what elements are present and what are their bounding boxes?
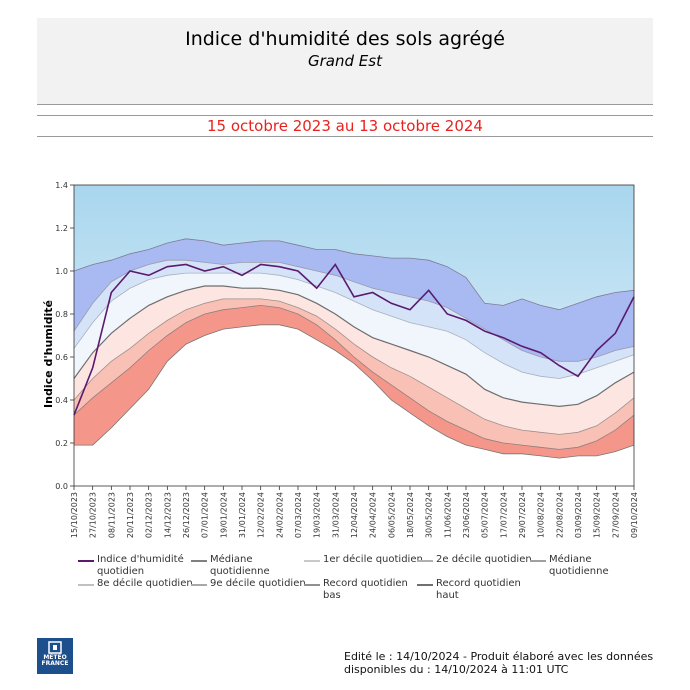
legend-label: 8e décile quotidien [97, 578, 193, 589]
y-tick-label: 0.4 [55, 396, 68, 405]
x-tick-label: 15/10/2023 [70, 492, 79, 538]
x-tick-label: 17/07/2024 [499, 492, 508, 538]
y-tick-label: 0.6 [55, 353, 68, 362]
line-decile-2 [73, 298, 635, 435]
y-tick-label: 0.8 [55, 310, 68, 319]
x-tick-label: 12/02/2024 [257, 492, 266, 538]
y-tick-label: 0.2 [55, 439, 68, 448]
x-tick-label: 24/02/2024 [275, 492, 284, 538]
band-record-high-to-d9 [74, 238, 634, 362]
x-tick-label: 02/12/2023 [145, 492, 154, 538]
legend-swatch [191, 560, 207, 562]
legend-item: Record quotidien bas [304, 578, 424, 602]
x-tick-label: 19/03/2024 [313, 492, 322, 538]
line-record-low [74, 324, 635, 459]
logo-text: MÉTÉO FRANCE [41, 654, 69, 667]
y-tick-label: 1.0 [55, 267, 68, 276]
footer-note: Edité le : 14/10/2024 - Produit élaboré … [344, 650, 664, 676]
legend-swatch [417, 584, 433, 586]
legend-swatch [78, 560, 94, 562]
legend-label: 2e décile quotidien [436, 554, 532, 565]
x-tick-label: 26/12/2023 [182, 492, 191, 538]
legend-swatch [530, 560, 546, 562]
legend-swatch [191, 584, 207, 586]
axes: 0.0 0.2 0.4 0.6 0.8 1.0 1.2 1.4 15/10/2023 27/10/… [55, 181, 639, 538]
legend-item: 8e décile quotidien [78, 578, 198, 590]
header-panel: Indice d'humidité des sols agrégé Grand … [37, 18, 653, 105]
legend-item: 2e décile quotidien [417, 554, 537, 566]
band-below-record-low [74, 324, 634, 486]
legend-item: Record quotidien haut [417, 578, 537, 602]
band-median-to-d2 [74, 286, 634, 435]
band-d2-to-d1 [74, 298, 634, 450]
chart-subtitle: Grand Est [308, 52, 382, 70]
band-d8-to-median [74, 273, 634, 407]
legend-swatch [304, 584, 320, 586]
chart-svg: 0.0 0.2 0.4 0.6 0.8 1.0 1.2 1.4 15/10/2023 27/10/… [42, 181, 639, 538]
series-lines [73, 238, 635, 459]
legend-item: Médiane quotidienne [191, 554, 311, 578]
x-tick-label: 14/12/2023 [163, 492, 172, 538]
x-tick-label: 07/01/2024 [201, 492, 210, 538]
x-tick-label: 05/07/2024 [481, 492, 490, 538]
x-tick-label: 20/11/2023 [126, 492, 135, 538]
x-tick-label: 31/01/2024 [238, 492, 247, 538]
legend-swatch [78, 584, 94, 586]
legend-label: Médiane quotidienne [210, 554, 270, 577]
legend-item: Médiane quotidienne [530, 554, 650, 578]
chart-title: Indice d'humidité des sols agrégé [185, 28, 505, 50]
line-record-high [73, 238, 635, 311]
legend-label: Record quotidien bas [323, 578, 408, 601]
footer-line-1: Edité le : 14/10/2024 - Produit élaboré … [344, 650, 654, 663]
period-label: 15 octobre 2023 au 13 octobre 2024 [207, 117, 483, 135]
x-tick-label: 27/09/2024 [611, 492, 620, 538]
percentile-bands [74, 238, 634, 486]
line-humidity-index [73, 263, 635, 416]
x-tick-label: 18/05/2024 [406, 492, 415, 538]
x-tick-label: 24/04/2024 [369, 492, 378, 538]
legend-item: 9e décile quotidien [191, 578, 311, 590]
x-tick-label: 27/10/2023 [89, 492, 98, 538]
y-axis-label: Indice d'humidité [42, 300, 55, 408]
period-band: 15 octobre 2023 au 13 octobre 2024 [37, 115, 653, 137]
x-tick-label: 08/11/2023 [107, 492, 116, 538]
legend-swatch [304, 560, 320, 562]
x-tick-label: 31/03/2024 [331, 492, 340, 538]
x-tick-label: 22/08/2024 [555, 492, 564, 538]
legend-label: 1er décile quotidien [323, 554, 423, 565]
x-tick-label: 29/07/2024 [518, 492, 527, 538]
x-tick-label: 10/08/2024 [537, 492, 546, 538]
meteo-france-logo: MÉTÉO FRANCE [37, 638, 73, 674]
x-tick-label: 06/05/2024 [387, 492, 396, 538]
x-tick-label: 15/09/2024 [593, 492, 602, 538]
legend-item: 1er décile quotidien [304, 554, 424, 566]
x-tick-label: 30/05/2024 [425, 492, 434, 538]
y-tick-label: 1.4 [55, 181, 68, 190]
legend-label: Record quotidien haut [436, 578, 521, 601]
footer-line-2: disponibles du : 14/10/2024 à 11:01 UTC [344, 663, 569, 676]
x-tick-label: 23/06/2024 [462, 492, 471, 538]
line-decile-8 [73, 272, 635, 379]
legend-label: Indice d'humidité quotidien [97, 554, 184, 577]
y-tick-label: 1.2 [55, 224, 68, 233]
line-median [73, 285, 635, 408]
x-tick-label: 19/01/2024 [219, 492, 228, 538]
x-tick-label: 09/10/2024 [630, 492, 639, 538]
y-tick-label: 0.0 [55, 482, 68, 491]
legend-swatch [417, 560, 433, 562]
legend-label: Médiane quotidienne [549, 554, 609, 577]
x-tick-label: 03/09/2024 [574, 492, 583, 538]
legend-item: Indice d'humidité quotidien [78, 554, 198, 578]
legend-label: 9e décile quotidien [210, 578, 306, 589]
x-tick-label: 11/06/2024 [443, 492, 452, 538]
band-d9-to-d8 [74, 260, 634, 379]
logo-emblem-icon [48, 641, 62, 654]
line-decile-9 [73, 259, 635, 362]
line-decile-1 [73, 304, 635, 450]
x-tick-label: 12/04/2024 [350, 492, 359, 538]
x-tick-label: 07/03/2024 [294, 492, 303, 538]
